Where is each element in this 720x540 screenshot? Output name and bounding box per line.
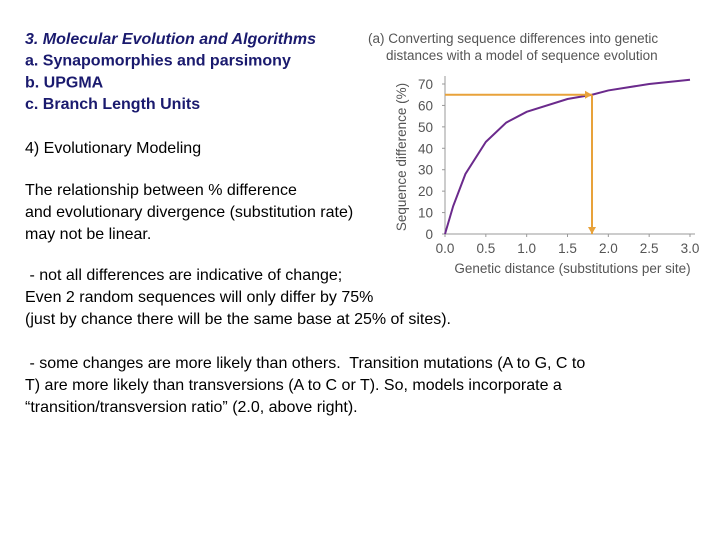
chart-title: (a) Converting sequence differences into… — [368, 31, 658, 46]
paragraph-line: - not all differences are indicative of … — [25, 267, 342, 284]
paragraph-line: The relationship between % difference — [25, 182, 297, 199]
paragraph-line: and evolutionary divergence (substitutio… — [25, 204, 353, 221]
x-tick-label: 1.5 — [558, 241, 577, 256]
y-tick-label: 60 — [418, 98, 433, 113]
paragraph-line: (just by chance there will be the same b… — [25, 311, 451, 328]
heading-line: c. Branch Length Units — [25, 96, 200, 113]
heading-line: b. UPGMA — [25, 74, 104, 91]
x-tick-label: 2.0 — [599, 241, 618, 256]
x-tick-label: 1.0 — [517, 241, 536, 256]
paragraph-line: Even 2 random sequences will only differ… — [25, 289, 373, 306]
y-tick-label: 40 — [418, 141, 433, 156]
y-tick-label: 0 — [425, 227, 433, 242]
chart-title: distances with a model of sequence evolu… — [386, 48, 658, 63]
x-tick-label: 3.0 — [681, 241, 700, 256]
section-title: 4) Evolutionary Modeling — [25, 140, 201, 157]
x-axis-label: Genetic distance (substitutions per site… — [454, 261, 690, 276]
y-tick-label: 10 — [418, 206, 433, 221]
arrowhead — [588, 227, 596, 234]
data-line — [444, 78, 691, 235]
y-tick-label: 50 — [418, 120, 433, 135]
y-axis-label: Sequence difference (%) — [394, 83, 409, 231]
x-tick-label: 2.5 — [640, 241, 659, 256]
heading-line: 3. Molecular Evolution and Algorithms — [25, 31, 316, 48]
arrowhead — [585, 90, 592, 99]
x-tick-label: 0.5 — [476, 241, 495, 256]
x-tick-label: 0.0 — [436, 241, 455, 256]
paragraph-line: - some changes are more likely than othe… — [25, 355, 585, 372]
y-tick-label: 30 — [418, 163, 433, 178]
paragraph-line: “transition/transversion ratio” (2.0, ab… — [25, 399, 358, 416]
paragraph-line: T) are more likely than transversions (A… — [25, 377, 562, 394]
paragraph-line: may not be linear. — [25, 226, 151, 243]
heading-line: a. Synapomorphies and parsimony — [25, 53, 291, 70]
y-tick-label: 70 — [418, 77, 433, 92]
y-tick-label: 20 — [418, 184, 433, 199]
